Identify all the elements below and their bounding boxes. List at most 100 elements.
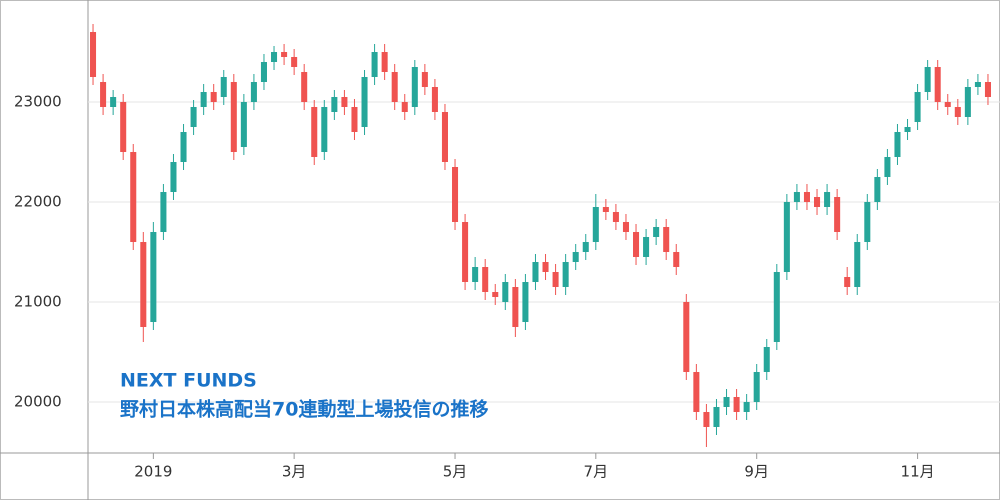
candle-body — [210, 92, 217, 102]
candle-body — [281, 52, 288, 57]
candle-body — [240, 102, 247, 147]
candle-body — [582, 242, 589, 252]
candle-body — [884, 157, 891, 177]
candle-body — [683, 302, 690, 372]
candle-body — [150, 232, 157, 322]
candle-body — [693, 372, 700, 412]
candle-body — [542, 262, 549, 272]
candle-body — [160, 192, 167, 232]
x-tick-label: 11月 — [901, 463, 935, 481]
x-tick-label: 2019 — [134, 463, 172, 481]
candle-body — [653, 227, 660, 237]
candle-body — [854, 242, 861, 287]
candle-body — [260, 62, 267, 82]
candle-body — [120, 102, 127, 152]
candle-body — [733, 397, 740, 412]
candle-body — [100, 82, 107, 107]
candle-body — [944, 102, 951, 107]
candle-body — [321, 107, 328, 152]
candle-body — [452, 167, 459, 222]
candle-body — [110, 97, 117, 107]
candle-body — [291, 57, 298, 67]
candle-body — [753, 372, 760, 402]
y-tick-label: 22000 — [14, 193, 62, 211]
candle-body — [411, 67, 418, 107]
candle-body — [391, 72, 398, 102]
candle-body — [904, 127, 911, 132]
candle-body — [924, 67, 931, 92]
candle-body — [783, 202, 790, 272]
candle-body — [230, 82, 237, 152]
candle-body — [793, 192, 800, 202]
candle-body — [954, 107, 961, 117]
candle-body — [552, 272, 559, 287]
candle-body — [522, 282, 529, 322]
candle-body — [592, 207, 599, 242]
candle-body — [361, 77, 368, 127]
x-tick-label: 3月 — [282, 463, 307, 481]
candle-body — [502, 282, 509, 302]
candle-body — [824, 192, 831, 207]
candle-body — [482, 267, 489, 292]
candle-body — [301, 72, 308, 102]
candle-body — [472, 267, 479, 282]
candle-body — [602, 207, 609, 212]
candle-body — [512, 287, 519, 327]
x-tick-label: 5月 — [443, 463, 468, 481]
candle-body — [703, 412, 710, 427]
candle-body — [170, 162, 177, 192]
candle-body — [190, 107, 197, 127]
candle-body — [974, 82, 981, 87]
candle-body — [90, 32, 97, 77]
candle-body — [180, 132, 187, 162]
candle-body — [844, 277, 851, 287]
candle-body — [864, 202, 871, 242]
candle-body — [331, 97, 338, 112]
candle-body — [341, 97, 348, 107]
candle-body — [622, 222, 629, 232]
candle-body — [743, 402, 750, 412]
candle-body — [441, 112, 448, 162]
candle-body — [914, 92, 921, 122]
y-tick-label: 20000 — [14, 393, 62, 411]
candle-body — [773, 272, 780, 342]
candle-body — [140, 242, 147, 327]
candle-body — [934, 67, 941, 102]
candle-body — [271, 52, 278, 62]
candle-body — [250, 82, 257, 102]
y-tick-label: 23000 — [14, 93, 62, 111]
candle-body — [562, 262, 569, 287]
candle-body — [814, 197, 821, 207]
candle-body — [381, 52, 388, 72]
candle-body — [874, 177, 881, 202]
x-tick-label: 9月 — [744, 463, 769, 481]
candle-body — [572, 252, 579, 262]
x-tick-label: 7月 — [584, 463, 609, 481]
candle-body — [723, 397, 730, 407]
chart-subtitle: 野村日本株高配当70連動型上場投信の推移 — [120, 398, 488, 421]
candle-body — [713, 407, 720, 427]
candle-body — [673, 252, 680, 267]
candle-body — [492, 292, 499, 297]
candle-body — [431, 87, 438, 112]
candle-body — [200, 92, 207, 107]
candle-body — [803, 192, 810, 202]
candle-body — [401, 102, 408, 112]
candle-body — [964, 87, 971, 117]
candle-body — [612, 212, 619, 222]
candle-body — [220, 77, 227, 97]
candle-body — [421, 72, 428, 87]
candle-body — [894, 132, 901, 157]
candle-body — [462, 222, 469, 282]
candle-body — [311, 107, 318, 157]
candle-body — [643, 237, 650, 257]
candle-body — [663, 227, 670, 252]
candle-body — [633, 232, 640, 257]
candle-body — [130, 152, 137, 242]
candle-body — [351, 107, 358, 132]
y-tick-label: 21000 — [14, 293, 62, 311]
candle-body — [371, 52, 378, 77]
